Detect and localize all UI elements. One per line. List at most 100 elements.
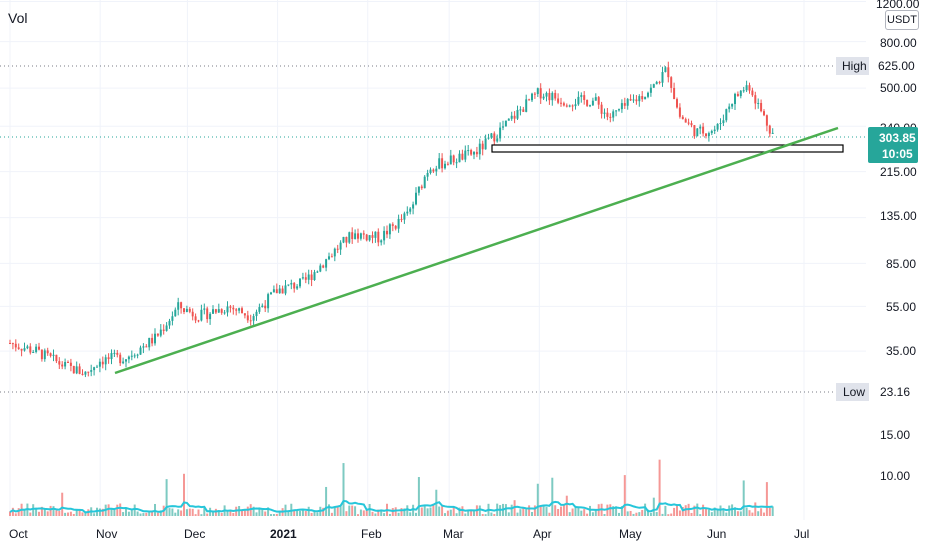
candle-body (548, 92, 551, 101)
volume-bar (232, 513, 235, 516)
volume-bar (719, 505, 722, 516)
volume-bar (644, 503, 647, 516)
candle-body (351, 232, 354, 240)
currency-unit[interactable]: USDT (885, 10, 919, 30)
candle-body (536, 88, 539, 95)
last-price: 303.85 (879, 131, 916, 145)
volume-bar (301, 510, 304, 516)
candle-body (151, 337, 154, 344)
candle-body (441, 158, 444, 169)
volume-bar (757, 511, 760, 516)
candle-body (11, 343, 14, 345)
volume-bar (119, 503, 122, 516)
volume-bar (270, 514, 272, 516)
volume-bar (52, 506, 55, 516)
volume-bar (180, 510, 183, 516)
candle-body (272, 289, 275, 293)
candle-body (154, 333, 156, 344)
volume-bar (725, 512, 728, 516)
volume-bar (707, 509, 710, 516)
volume-bar (557, 508, 560, 516)
volume-bar (571, 508, 574, 516)
candle-body (191, 311, 194, 317)
time-label: Feb (361, 527, 382, 541)
price-tick: 135.00 (880, 209, 917, 223)
volume-bar (397, 512, 400, 516)
time-label: Jun (707, 527, 726, 541)
candle-body (374, 231, 377, 238)
candle-body (174, 309, 177, 317)
candle-body (93, 367, 96, 371)
candle-body (693, 125, 696, 137)
volume-bar (380, 509, 383, 516)
support-zone[interactable] (491, 144, 844, 153)
volume-bar (342, 463, 345, 516)
high-label: High (842, 59, 867, 73)
volume-bar (765, 482, 768, 516)
volume-bar (760, 508, 763, 516)
candle-body (168, 320, 171, 326)
candle-body (670, 77, 673, 88)
volume-bar (212, 511, 214, 516)
candle-body (757, 102, 760, 104)
candle-body (345, 236, 348, 243)
volume-bar (591, 512, 594, 516)
candle-body (522, 109, 525, 112)
volume-tick: 15.00 (880, 428, 910, 442)
candle-body (78, 366, 81, 374)
candle-body (290, 283, 293, 285)
candle-body (394, 225, 397, 229)
low-label: Low (843, 385, 865, 399)
volume-bar (61, 492, 64, 516)
candle-body (644, 96, 647, 100)
volume-bar (562, 505, 565, 516)
time-axis[interactable]: Oct Nov Dec 2021 Feb Mar Apr May Jun Jul (9, 527, 809, 541)
candle-body (301, 277, 304, 279)
volume-bar (739, 511, 742, 516)
candle-body (464, 150, 467, 160)
volume-bar (603, 514, 606, 516)
volume-bar (493, 513, 496, 516)
candle-body (342, 236, 345, 243)
candle-body (104, 357, 107, 365)
volume-bar (383, 513, 386, 516)
volume-bar (580, 510, 583, 516)
candle-body (148, 337, 151, 348)
volume-bar (38, 511, 40, 516)
volume-bar (754, 502, 757, 516)
volume-bar (374, 513, 377, 516)
countdown: 10:05 (882, 147, 913, 161)
volume-bar (371, 511, 374, 516)
candle-body (122, 361, 125, 364)
volume-bar (258, 507, 261, 516)
volume-bar (362, 510, 365, 516)
candle-body (678, 107, 681, 117)
volume-bar (728, 505, 731, 516)
trend-line[interactable] (114, 126, 839, 375)
candle-body (661, 72, 664, 83)
volume-bar (626, 511, 629, 516)
candle-body (696, 128, 699, 137)
price-tick: 35.00 (886, 344, 916, 358)
candle-body (35, 346, 38, 353)
candle-body (603, 112, 606, 114)
price-axis[interactable]: 1200.00 800.00 500.00 340.00 215.00 135.… (876, 0, 920, 358)
volume-bar (58, 511, 61, 516)
volume-bar (458, 507, 461, 516)
volume-bar (609, 504, 612, 516)
candle-body (475, 151, 478, 155)
volume-bar (191, 508, 194, 516)
candle-body (258, 307, 261, 312)
candle-body (673, 87, 676, 100)
volume-bar (174, 512, 177, 516)
volume-bar (69, 511, 72, 516)
volume-bar (681, 506, 684, 516)
volume-bar (429, 507, 432, 516)
candle-body (719, 123, 722, 125)
candle-body (400, 218, 403, 220)
candle-body (69, 362, 72, 366)
candle-body (409, 208, 412, 212)
candle-body (499, 127, 502, 139)
candle-body (246, 315, 249, 321)
